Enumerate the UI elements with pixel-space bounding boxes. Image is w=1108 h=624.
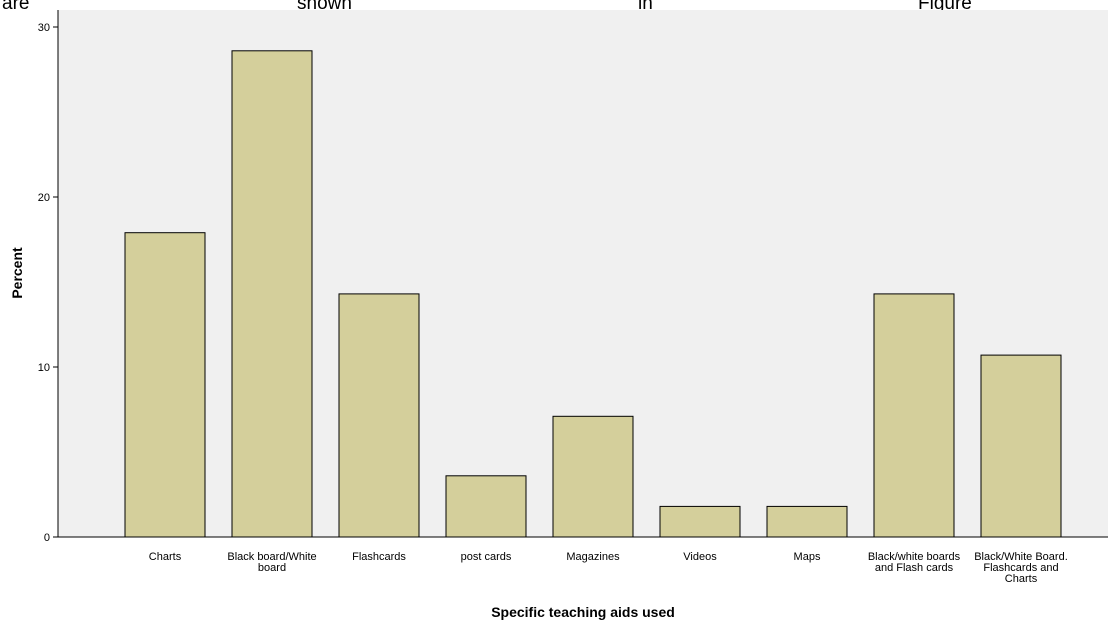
x-category-label: Flashcards bbox=[352, 551, 406, 563]
caption-fragment-are: are bbox=[2, 0, 30, 14]
bar-flashcards bbox=[338, 293, 420, 538]
x-category-label-line: Maps bbox=[794, 551, 821, 563]
x-category-label-line: Charts bbox=[149, 551, 182, 563]
x-category-label-line: Flashcards and bbox=[983, 562, 1058, 574]
y-ticks-group: 0 10 20 30 bbox=[38, 22, 58, 544]
x-category-label-line: Videos bbox=[683, 551, 717, 563]
x-category-label-line: Flashcards bbox=[352, 551, 406, 563]
x-category-label-line: Black board/White bbox=[227, 551, 316, 563]
y-tick-label: 20 bbox=[38, 192, 50, 204]
x-category-label-line: post cards bbox=[461, 551, 512, 563]
x-category-label-line: Magazines bbox=[566, 551, 620, 563]
y-tick-label: 10 bbox=[38, 362, 50, 374]
y-tick-label: 30 bbox=[38, 22, 50, 34]
x-category-label-line: Black/white boards bbox=[868, 551, 961, 563]
bar-post-cards bbox=[445, 475, 527, 538]
y-axis-title: Percent bbox=[9, 247, 25, 299]
bar-magazines bbox=[552, 415, 634, 538]
bar-charts bbox=[124, 232, 206, 538]
bar-black-board-white-board bbox=[231, 50, 313, 538]
x-category-labels: Charts Black board/White board Flashcards po… bbox=[149, 551, 1068, 585]
x-category-label: Maps bbox=[794, 551, 821, 563]
x-category-label-line: Black/White Board. bbox=[974, 551, 1068, 563]
x-category-label: post cards bbox=[461, 551, 512, 563]
bars-group bbox=[124, 50, 1062, 538]
x-category-label-line: Charts bbox=[1005, 573, 1038, 585]
x-category-label-line: board bbox=[258, 562, 286, 574]
bar-black-white-board-flashcards-and-charts bbox=[980, 354, 1062, 538]
bar-black-white-boards-and-flash-cards bbox=[873, 293, 955, 538]
x-category-label: Magazines bbox=[566, 551, 620, 563]
y-tick-label: 0 bbox=[44, 532, 50, 544]
bar-maps bbox=[766, 505, 848, 538]
x-category-label: Black/white boards and Flash cards bbox=[868, 551, 961, 574]
x-axis-title: Specific teaching aids used bbox=[491, 604, 675, 620]
x-category-label: Charts bbox=[149, 551, 182, 563]
bar-videos bbox=[659, 505, 741, 538]
x-category-label-line: and Flash cards bbox=[875, 562, 954, 574]
x-category-label: Black board/White board bbox=[227, 551, 316, 574]
x-category-label: Black/White Board. Flashcards and Charts bbox=[974, 551, 1068, 585]
x-category-label: Videos bbox=[683, 551, 717, 563]
